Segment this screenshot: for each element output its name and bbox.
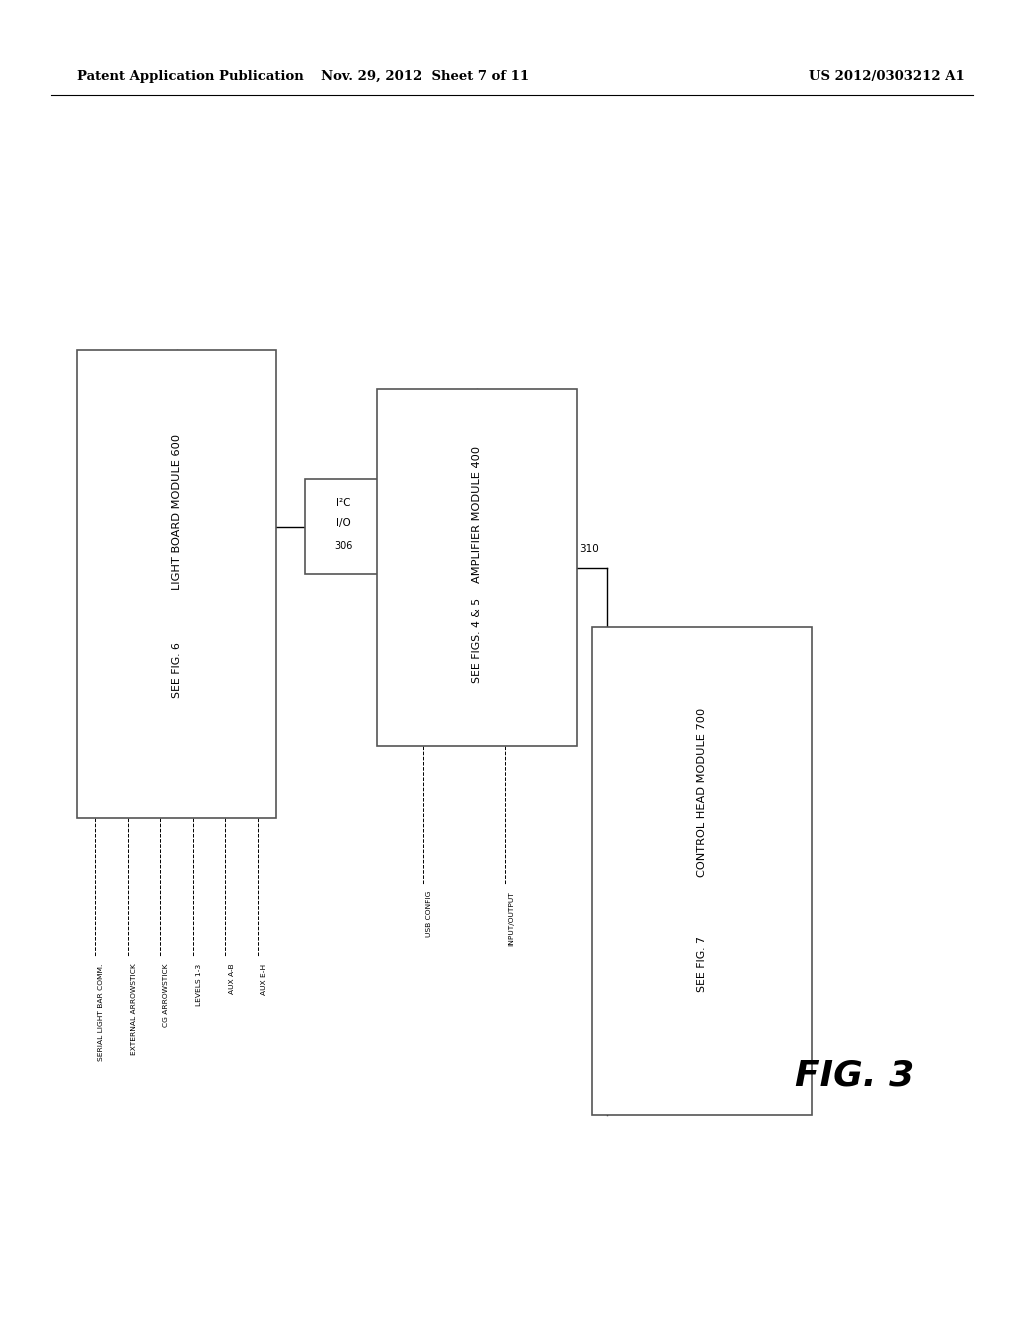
Text: I²C: I²C [336, 498, 351, 508]
Text: SEE FIGS. 4 & 5: SEE FIGS. 4 & 5 [472, 598, 481, 682]
Text: AUX A-B: AUX A-B [228, 964, 234, 994]
Text: I/O: I/O [336, 517, 351, 528]
Text: LEVELS 1-3: LEVELS 1-3 [196, 964, 202, 1006]
Text: LIGHT BOARD MODULE 600: LIGHT BOARD MODULE 600 [172, 433, 181, 590]
Text: SEE FIG. 6: SEE FIG. 6 [172, 642, 181, 698]
Text: Patent Application Publication: Patent Application Publication [77, 70, 303, 83]
Text: AUX E-H: AUX E-H [261, 964, 267, 995]
Bar [377, 389, 577, 746]
Text: US 2012/0303212 A1: US 2012/0303212 A1 [809, 70, 965, 83]
Text: CONTROL HEAD MODULE 700: CONTROL HEAD MODULE 700 [697, 708, 707, 876]
Bar [305, 479, 382, 574]
Text: 306: 306 [335, 541, 352, 552]
Text: Nov. 29, 2012  Sheet 7 of 11: Nov. 29, 2012 Sheet 7 of 11 [321, 70, 529, 83]
Text: 310: 310 [580, 544, 599, 554]
Text: AMPLIFIER MODULE 400: AMPLIFIER MODULE 400 [472, 446, 481, 583]
Text: INPUT/OUTPUT: INPUT/OUTPUT [508, 891, 514, 945]
Text: FIG. 3: FIG. 3 [796, 1059, 914, 1093]
Text: SEE FIG. 7: SEE FIG. 7 [697, 936, 707, 991]
Bar [77, 350, 276, 818]
Text: USB CONFIG: USB CONFIG [426, 891, 432, 937]
Text: SERIAL LIGHT BAR COMM.: SERIAL LIGHT BAR COMM. [98, 964, 104, 1061]
Text: CG ARROWSTICK: CG ARROWSTICK [164, 964, 169, 1027]
Bar [592, 627, 812, 1115]
Text: EXTERNAL ARROWSTICK: EXTERNAL ARROWSTICK [131, 964, 137, 1056]
